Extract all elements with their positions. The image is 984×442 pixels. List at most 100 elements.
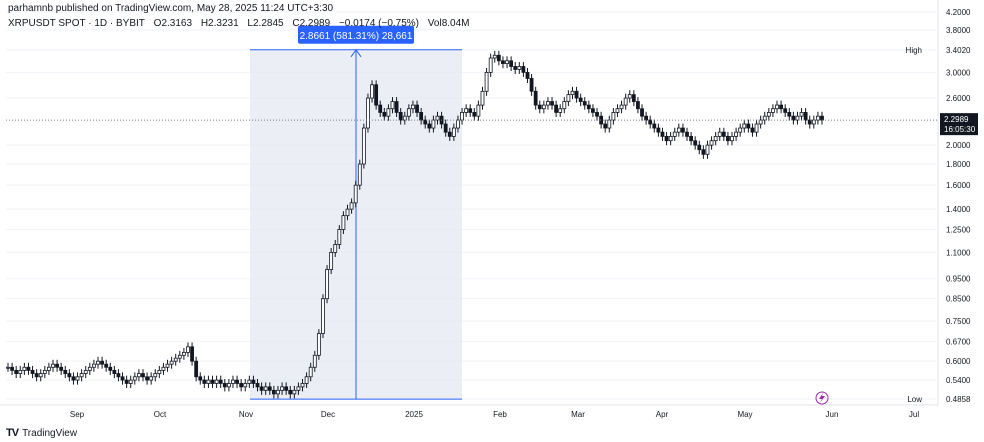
candle-body [599,115,604,125]
candle-body [124,379,129,384]
candle-body [157,369,162,374]
y-tick-label: 2.6000 [946,94,971,103]
candle-body [169,360,174,365]
candle-body [591,108,595,113]
candle-body [329,252,334,270]
candle-body [91,363,96,368]
candle-body [636,101,640,110]
tradingview-logo-icon[interactable]: TV [6,427,19,439]
candle-body [672,131,677,137]
publish-info: parhamnb published on TradingView.com, M… [8,3,334,14]
candle-body [697,144,702,151]
countdown-value: 16:05:30 [944,125,976,134]
candle-body [190,346,194,362]
candle-body [398,112,403,121]
candle-body [570,90,575,96]
candle-body [263,386,268,391]
candle-body [472,112,477,117]
candle-body [116,373,121,378]
candle-body [30,369,35,374]
candle-body [71,376,76,381]
candle-body [22,366,27,371]
candle-body [292,389,297,395]
candle-body [214,379,219,384]
candle-body [468,108,473,113]
candle-body [816,115,820,121]
candle-body [386,108,391,117]
candle-body [550,101,554,106]
candle-body [627,94,632,99]
candle-body [153,373,158,378]
candle-body [177,354,182,359]
y-tick-label: 0.5400 [946,376,971,385]
y-tick-label: 1.1000 [946,248,971,257]
candle-body [288,389,293,395]
candle-body [640,108,644,117]
measure-label: 2.8661 (581.31%) 28,661 [300,31,413,42]
candle-body [456,119,460,129]
x-tick-label: 2025 [405,410,423,419]
candle-body [415,104,419,113]
candle-body [390,101,395,110]
candle-body [603,123,608,129]
candle-body [366,97,370,129]
y-tick-label: 1.8000 [946,160,971,169]
candle-body [521,66,526,73]
change-value: −0.0174 (−0.75%) [338,18,420,29]
candle-body [652,123,657,129]
candle-body [447,131,452,137]
candle-body [738,127,743,133]
candle-body [807,119,812,125]
candle-body [259,386,264,391]
candle-body [267,386,272,391]
candle-body [38,373,43,378]
candle-body [783,108,788,113]
event-flash-icon [815,391,829,405]
last-price-value: 2.2989 [944,115,969,124]
candle-body [394,101,399,113]
candle-body [353,184,358,204]
candle-body [374,84,379,106]
candle-body [87,366,92,371]
candle-body [18,369,23,374]
candle-body [145,376,149,381]
candle-body [55,363,59,368]
candle-body [713,135,718,142]
candle-body [615,108,620,113]
candle-body [161,366,166,371]
high-label: High [906,46,922,55]
candle-body [771,108,775,113]
candle-body [721,131,726,137]
candle-body [378,104,383,113]
x-tick-label: Feb [493,410,507,419]
candle-body [108,366,113,371]
candle-body [173,357,178,362]
candle-body [51,363,55,368]
candle-body [668,135,673,142]
candle-body [149,376,154,381]
candle-body [202,379,207,384]
measure-arrow-head [350,48,362,58]
candle-body [607,119,612,129]
candle-body [67,373,72,378]
y-tick-label: 0.7500 [946,317,971,326]
candle-body [701,149,706,155]
candle-body [231,379,235,384]
low-value: L2.2845 [247,18,284,29]
candle-body [619,104,624,110]
footer: TV TradingView [6,427,77,439]
candle-body [194,360,199,378]
candle-body [210,379,215,384]
candle-body [63,369,68,374]
footer-brand[interactable]: TradingView [22,427,78,439]
candle-body [574,90,579,99]
candle-body [537,104,542,110]
candle-body [558,108,563,113]
candle-body [541,104,546,110]
candle-body [136,373,141,378]
x-tick-label: Mar [571,410,585,419]
candle-body [566,94,571,102]
high-value: H2.3231 [200,18,239,29]
candle-body [34,373,39,378]
